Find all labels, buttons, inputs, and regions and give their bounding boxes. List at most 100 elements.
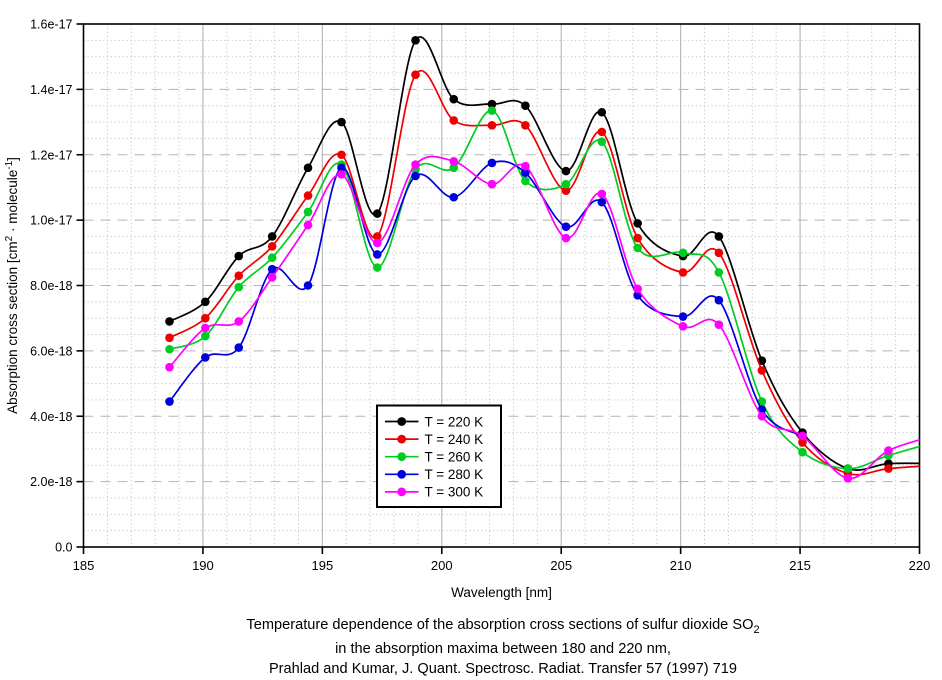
legend-label: T = 260 K: [425, 450, 484, 465]
data-point: [303, 281, 313, 290]
data-point: [372, 250, 382, 259]
data-point: [201, 323, 210, 333]
data-point: [678, 322, 688, 331]
legend-item-T260K: T = 260 K: [385, 450, 483, 465]
data-point: [521, 161, 530, 171]
data-point: [267, 241, 277, 251]
data-point: [372, 263, 382, 272]
data-point: [411, 160, 420, 169]
data-point: [201, 297, 210, 307]
data-point: [678, 312, 688, 321]
data-point: [165, 317, 174, 326]
data-point: [561, 179, 571, 189]
data-point: [843, 464, 853, 473]
legend: T = 220 K T = 240 K T = 260 K T = 280 K T = …: [376, 404, 502, 508]
data-point: [487, 121, 497, 130]
data-point: [372, 209, 382, 218]
axis-ticks: [76, 23, 921, 554]
grid-major-horizontal: [83, 88, 920, 483]
svg-text:185: 185: [73, 558, 95, 573]
legend-label: T = 300 K: [425, 485, 484, 500]
data-point: [561, 166, 571, 176]
svg-text:2.0e-18: 2.0e-18: [30, 475, 72, 489]
x-tick-labels: 185 190 195 200 205 210 215 220: [73, 558, 931, 573]
data-point: [165, 362, 174, 372]
data-point: [267, 253, 277, 263]
data-point: [678, 268, 688, 277]
data-point: [633, 284, 642, 294]
legend-label: T = 220 K: [425, 414, 484, 429]
data-point: [597, 189, 607, 199]
legend-marker: [397, 469, 407, 479]
data-point: [487, 106, 497, 115]
data-point: [521, 176, 530, 186]
data-point: [411, 171, 420, 181]
data-point: [487, 179, 497, 189]
data-point: [714, 268, 724, 277]
data-point: [165, 333, 174, 343]
svg-text:6.0e-18: 6.0e-18: [30, 344, 72, 358]
data-point: [411, 36, 420, 45]
data-point: [449, 192, 459, 202]
svg-text:215: 215: [789, 558, 811, 573]
data-point: [561, 222, 571, 231]
legend-item-T280K: T = 280 K: [385, 467, 483, 482]
chart-caption: Temperature dependence of the absorption…: [64, 615, 942, 680]
series-T240K: [165, 70, 920, 478]
data-point: [597, 127, 607, 137]
series-T300K: [165, 155, 920, 483]
data-point: [234, 282, 244, 292]
series-line: [168, 160, 803, 437]
legend-marker: [397, 487, 407, 497]
data-point: [449, 116, 459, 125]
legend-item-T220K: T = 220 K: [385, 414, 483, 429]
legend-item-T240K: T = 240 K: [385, 432, 483, 447]
data-point: [714, 248, 724, 258]
data-point: [757, 411, 767, 421]
series-line: [169, 36, 920, 471]
data-point: [884, 446, 893, 455]
svg-text:200: 200: [431, 558, 453, 573]
data-point: [561, 233, 571, 243]
x-axis-title: Wavelength [nm]: [451, 585, 552, 600]
data-point: [521, 101, 530, 111]
data-point: [234, 317, 244, 326]
svg-text:4.0e-18: 4.0e-18: [30, 410, 72, 424]
data-point: [337, 150, 346, 160]
data-point: [234, 271, 244, 280]
y-axis-title: Absorption cross section [cm2 · molecule…: [4, 157, 20, 414]
data-point: [201, 331, 210, 341]
data-point: [798, 447, 807, 457]
data-point: [487, 99, 497, 109]
data-point: [633, 233, 642, 243]
data-point: [303, 163, 313, 173]
legend-label: T = 240 K: [425, 432, 484, 447]
data-point: [798, 431, 807, 441]
caption-line-2: in the absorption maxima between 180 and…: [335, 640, 671, 657]
data-point: [449, 94, 459, 104]
data-point: [165, 344, 174, 354]
series-T220K: [165, 36, 920, 473]
caption-subscript: 2: [753, 623, 760, 636]
data-point: [597, 197, 607, 207]
svg-text:220: 220: [909, 558, 931, 573]
legend-item-T300K: T = 300 K: [385, 485, 483, 500]
legend-marker: [397, 452, 407, 462]
data-point: [337, 163, 346, 173]
y-tick-labels: 0.0 2.0e-18 4.0e-18 6.0e-18 8.0e-18 1.0e-17 1.…: [30, 18, 72, 555]
series-T280K: [165, 158, 807, 441]
data-point: [843, 474, 853, 483]
svg-text:205: 205: [550, 558, 572, 573]
svg-text:210: 210: [670, 558, 692, 573]
data-point: [561, 186, 571, 196]
svg-text:1.2e-17: 1.2e-17: [30, 148, 72, 162]
data-point: [757, 366, 767, 375]
data-point: [337, 170, 346, 179]
data-point: [201, 353, 210, 362]
data-point: [303, 207, 313, 217]
data-point: [633, 243, 642, 253]
svg-text:1.6e-17: 1.6e-17: [30, 18, 72, 32]
data-point: [678, 248, 688, 258]
svg-text:190: 190: [192, 558, 214, 573]
